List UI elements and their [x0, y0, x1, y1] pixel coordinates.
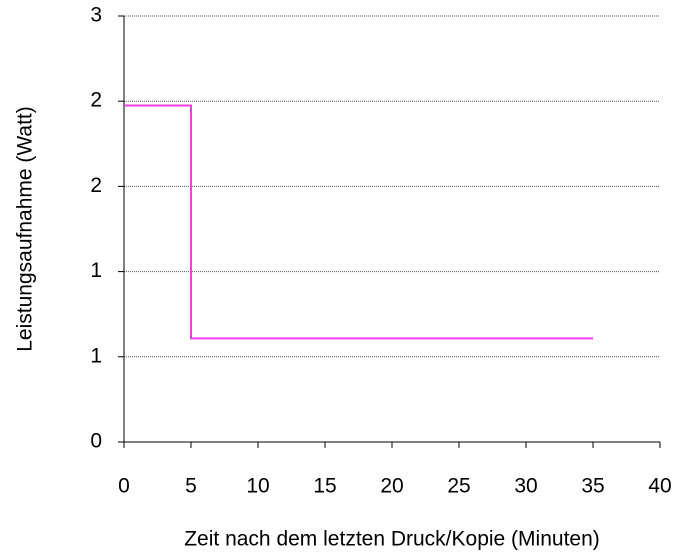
x-tick-label: 35: [581, 475, 604, 498]
x-tick-label: 10: [246, 475, 269, 498]
y-tick-label: 0: [90, 430, 102, 453]
y-tick-label: 1: [90, 259, 102, 282]
y-axis-title: Leistungsaufnahme (Watt): [14, 106, 37, 352]
line: [124, 104, 593, 340]
x-tick-label: 25: [447, 475, 470, 498]
y-tick-label: 2: [90, 174, 102, 197]
y-tick-label: 2: [90, 89, 102, 112]
x-tick-label: 15: [313, 475, 336, 498]
x-tick-label: 30: [514, 475, 537, 498]
y-tick-label: 3: [90, 4, 102, 27]
x-tick-label: 40: [648, 475, 671, 498]
x-tick-label: 0: [118, 475, 130, 498]
y-tick-label: 1: [90, 344, 102, 367]
x-tick-label: 5: [185, 475, 197, 498]
x-tick-label: 20: [380, 475, 403, 498]
x-axis-title: Zeit nach dem letzten Druck/Kopie (Minut…: [184, 528, 600, 551]
